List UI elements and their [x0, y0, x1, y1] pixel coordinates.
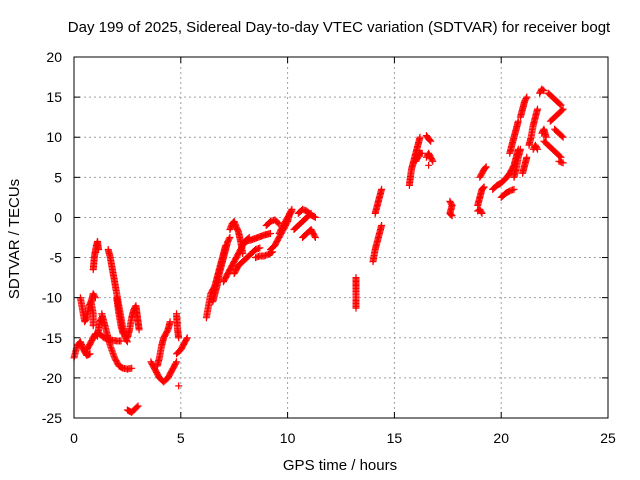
data-point: [378, 185, 386, 193]
data-point: [86, 350, 94, 358]
data-point: [516, 145, 524, 153]
data-point: [523, 153, 531, 161]
data-point: [311, 234, 319, 241]
y-tick-label: -25: [42, 410, 62, 426]
data-point: [418, 149, 426, 157]
data-point: [172, 359, 180, 367]
data-point: [556, 100, 564, 108]
x-tick-label: 15: [387, 430, 403, 446]
data-point: [557, 153, 565, 161]
data-point: [447, 211, 455, 219]
data-point: [428, 156, 436, 164]
data-point: [173, 358, 180, 366]
y-tick-label: -20: [42, 370, 62, 386]
data-point: [533, 144, 541, 152]
data-point: [128, 364, 136, 372]
data-point: [426, 136, 434, 144]
data-point: [226, 234, 234, 241]
x-tick-label: 10: [280, 430, 296, 446]
data-point: [539, 86, 547, 94]
data-points: [70, 85, 567, 416]
data-point: [514, 117, 522, 125]
data-point: [481, 165, 489, 172]
data-point: [239, 250, 247, 257]
data-point: [267, 230, 274, 237]
data-point: [175, 334, 183, 342]
data-point: [95, 246, 103, 253]
data-point: [256, 244, 264, 252]
x-tick-label: 0: [70, 430, 78, 446]
data-point: [175, 382, 183, 390]
data-point: [91, 292, 99, 300]
data-point: [510, 185, 518, 193]
data-point: [559, 159, 567, 167]
data-point: [287, 208, 295, 216]
data-point: [558, 106, 566, 114]
data-point: [135, 326, 143, 334]
data-point: [540, 87, 548, 95]
x-tick-label: 20: [493, 430, 509, 446]
data-point: [559, 133, 567, 141]
data-point: [225, 235, 233, 243]
data-point: [183, 334, 191, 342]
y-tick-label: 20: [46, 49, 62, 65]
data-point: [480, 183, 488, 191]
data-point: [183, 335, 190, 343]
y-tick-label: 15: [46, 89, 62, 105]
data-point: [558, 132, 566, 140]
data-point: [425, 136, 433, 144]
data-point: [416, 133, 424, 141]
y-axis-label: SDTVAR / TECUs: [6, 179, 23, 299]
y-tick-label: -5: [50, 250, 63, 266]
data-point: [91, 294, 99, 302]
data-point: [166, 318, 174, 326]
data-point: [479, 185, 487, 193]
data-point: [429, 157, 437, 165]
x-tick-label: 5: [177, 430, 185, 446]
data-point: [482, 163, 490, 171]
data-point: [448, 212, 456, 220]
data-point: [542, 133, 550, 141]
data-point: [134, 402, 142, 410]
data-point: [133, 403, 141, 411]
data-point: [478, 209, 486, 217]
data-point: [559, 105, 567, 113]
data-point: [274, 219, 282, 227]
data-point: [311, 213, 319, 221]
data-point: [447, 210, 455, 218]
data-point: [288, 207, 296, 215]
y-tick-label: 0: [54, 209, 62, 225]
x-tick-labels: 0 5 10 15 20 25: [70, 430, 616, 446]
plot-frame: [73, 56, 609, 419]
data-point: [482, 164, 489, 172]
chart-title: Day 199 of 2025, Sidereal Day-to-day VTE…: [68, 19, 611, 36]
y-tick-label: -10: [42, 290, 62, 306]
data-point: [557, 101, 565, 109]
grid: [74, 57, 608, 418]
y-tick-label: 10: [46, 129, 62, 145]
data-point: [427, 137, 435, 145]
data-point: [378, 222, 386, 229]
x-tick-label: 25: [600, 430, 616, 446]
data-point: [477, 208, 485, 216]
data-point: [425, 161, 433, 169]
data-point: [311, 232, 319, 240]
data-point: [479, 184, 487, 192]
data-point: [534, 105, 541, 113]
data-point: [522, 94, 530, 102]
data-point: [352, 304, 360, 312]
x-axis-label: GPS time / hours: [283, 457, 397, 474]
y-tick-label: 5: [54, 169, 62, 185]
y-tick-label: -15: [42, 330, 62, 346]
data-point: [534, 145, 541, 153]
axis-ticks: [73, 56, 609, 419]
y-tick-labels: -25 -20 -15 -10 -5 0 5 10 15 20: [42, 49, 62, 426]
data-point: [523, 93, 531, 101]
